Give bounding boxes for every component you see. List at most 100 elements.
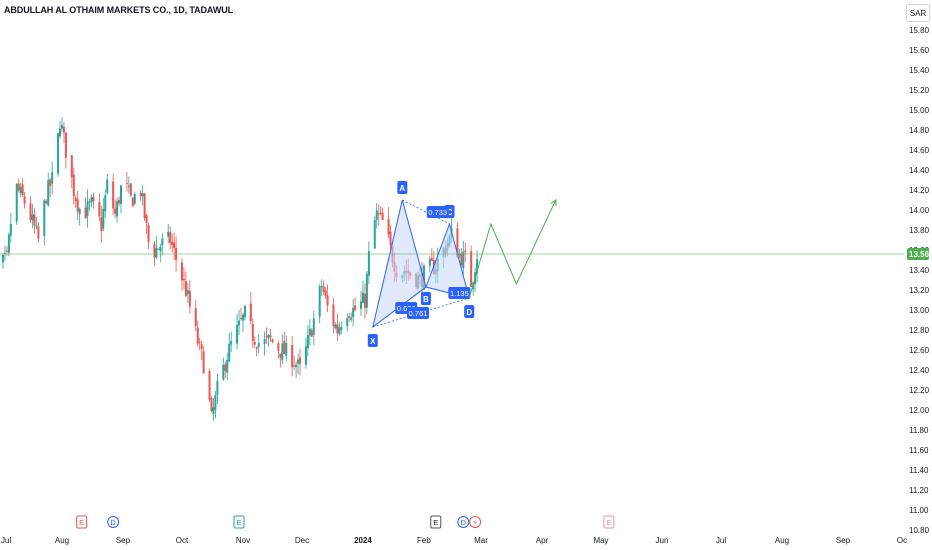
pattern-ratio-badge bbox=[448, 287, 471, 299]
earnings-event-marker[interactable]: E bbox=[430, 515, 442, 529]
candle-body bbox=[257, 343, 260, 348]
currency-badge[interactable]: SAR bbox=[906, 4, 930, 22]
event-marker-shape bbox=[457, 516, 470, 528]
dividend-event-marker[interactable]: D bbox=[457, 516, 470, 528]
candle-body bbox=[188, 290, 191, 307]
x-tick-label: Mar bbox=[474, 536, 488, 545]
candle-body bbox=[324, 290, 327, 296]
y-tick-label: 13.80 bbox=[909, 226, 930, 235]
events-row: E D E E D ⚡ E bbox=[76, 515, 615, 529]
candle-body bbox=[33, 214, 36, 226]
candle-body bbox=[120, 185, 123, 204]
candle-body bbox=[240, 318, 243, 320]
candle-body bbox=[236, 324, 239, 344]
candle-body bbox=[90, 197, 93, 203]
candle-body bbox=[263, 338, 266, 344]
event-marker-label: E bbox=[237, 518, 242, 527]
split-event-marker[interactable]: ⚡ bbox=[469, 516, 482, 528]
pattern-point-badge bbox=[464, 305, 475, 318]
candle-body bbox=[381, 212, 384, 220]
candle-body bbox=[291, 345, 294, 368]
candle-body bbox=[57, 133, 60, 174]
pattern-point-badge bbox=[397, 181, 408, 194]
x-tick-label: Oc bbox=[897, 536, 907, 545]
x-tick-label: Sep bbox=[116, 536, 131, 545]
dividend-event-marker[interactable]: D bbox=[107, 516, 120, 528]
candle-body bbox=[226, 359, 229, 373]
candle-body bbox=[295, 364, 298, 368]
candle-body bbox=[352, 307, 355, 318]
y-tick-label: 15.20 bbox=[909, 86, 930, 95]
earnings-event-marker[interactable]: E bbox=[76, 515, 88, 529]
candle-body bbox=[102, 209, 105, 229]
candle-body bbox=[249, 303, 252, 322]
event-marker-shape bbox=[603, 515, 615, 529]
pattern-ratio-label: 0.692 bbox=[397, 304, 416, 313]
candle-body bbox=[129, 183, 132, 196]
candle-body bbox=[49, 179, 52, 186]
candle-body bbox=[332, 304, 335, 327]
y-tick-label: 12.00 bbox=[909, 406, 930, 415]
y-tick-label: 14.40 bbox=[909, 166, 930, 175]
candle-body bbox=[363, 293, 366, 308]
candle-body bbox=[104, 195, 107, 212]
candle-body bbox=[222, 364, 225, 380]
candle-body bbox=[212, 407, 215, 414]
candle-body bbox=[23, 196, 26, 204]
y-tick-label: 15.60 bbox=[909, 46, 930, 55]
candle-body bbox=[367, 251, 370, 276]
x-tick-label: Apr bbox=[536, 536, 549, 545]
y-tick-label: 11.40 bbox=[909, 466, 929, 475]
candle-body bbox=[21, 184, 24, 196]
candle-body bbox=[320, 285, 323, 288]
candle-body bbox=[198, 341, 201, 343]
candle-body bbox=[297, 359, 300, 364]
candle-body bbox=[336, 324, 339, 334]
candle-body bbox=[92, 197, 95, 202]
pattern-point-label: X bbox=[370, 337, 376, 346]
candle-body bbox=[348, 316, 351, 319]
candle-body bbox=[62, 126, 65, 133]
y-tick-label: 15.00 bbox=[909, 106, 930, 115]
event-marker-label: E bbox=[79, 518, 84, 527]
y-tick-label: 14.20 bbox=[909, 186, 930, 195]
pattern-point-label: A bbox=[399, 184, 405, 193]
candle-body bbox=[173, 242, 176, 248]
candle-body bbox=[255, 347, 258, 349]
candle-body bbox=[312, 318, 315, 335]
candle-body bbox=[161, 238, 164, 246]
candle-body bbox=[202, 351, 205, 374]
earnings-event-marker[interactable]: E bbox=[233, 515, 245, 529]
candle-body bbox=[269, 335, 272, 338]
candle-body bbox=[106, 179, 109, 193]
projection-path bbox=[468, 199, 557, 299]
candles bbox=[1, 116, 479, 422]
candle-body bbox=[293, 365, 296, 367]
x-tick-label: Aug bbox=[775, 536, 789, 545]
x-tick-label: Jul bbox=[1, 536, 11, 545]
candle-body bbox=[15, 183, 18, 222]
x-tick-label: May bbox=[593, 536, 608, 545]
event-marker-label: D bbox=[461, 518, 467, 527]
projection-line bbox=[468, 199, 557, 299]
candle-body bbox=[283, 341, 286, 354]
candle-body bbox=[306, 335, 309, 349]
event-marker-label: E bbox=[606, 518, 611, 527]
candle-body bbox=[340, 326, 343, 330]
candle-body bbox=[180, 262, 183, 281]
pattern-ratio-badge bbox=[426, 206, 449, 218]
candle-body bbox=[153, 244, 156, 258]
y-tick-label: 14.60 bbox=[909, 146, 930, 155]
candle-body bbox=[361, 292, 364, 303]
y-tick-label: 11.20 bbox=[909, 486, 929, 495]
candle-body bbox=[1, 254, 4, 263]
candle-body bbox=[118, 199, 121, 204]
candle-body bbox=[375, 210, 378, 220]
candle-body bbox=[196, 327, 199, 344]
candle-body bbox=[354, 305, 357, 311]
candle-body bbox=[125, 183, 128, 185]
earnings-event-marker[interactable]: E bbox=[603, 515, 615, 529]
candle-body bbox=[310, 330, 313, 337]
